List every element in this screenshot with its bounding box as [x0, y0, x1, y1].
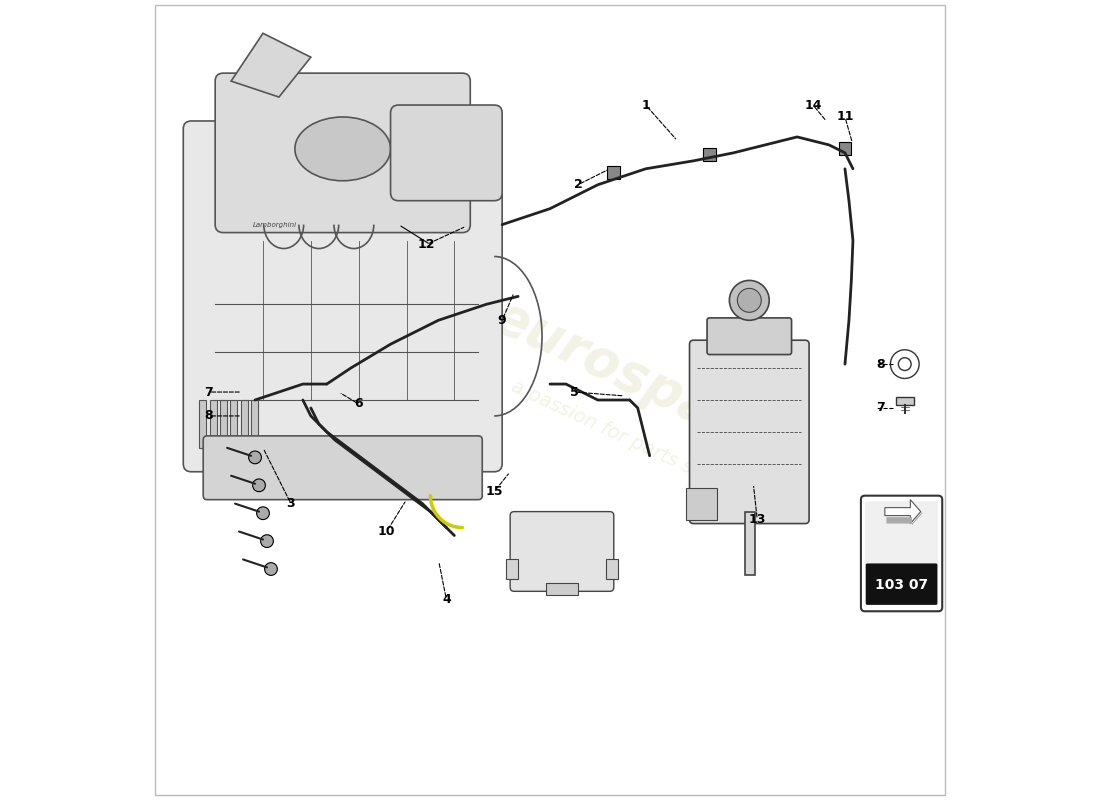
- Text: 10: 10: [377, 525, 395, 538]
- Ellipse shape: [295, 117, 390, 181]
- Circle shape: [265, 562, 277, 575]
- Text: Lamborghini: Lamborghini: [253, 222, 297, 228]
- Text: 7: 7: [205, 386, 213, 398]
- Text: 15: 15: [485, 485, 503, 498]
- FancyBboxPatch shape: [861, 496, 943, 611]
- Text: 103 07: 103 07: [874, 578, 928, 592]
- Bar: [703, 148, 716, 161]
- Text: 1: 1: [641, 98, 650, 111]
- Circle shape: [729, 281, 769, 320]
- Text: 2: 2: [573, 178, 582, 191]
- Polygon shape: [884, 500, 921, 523]
- Bar: [838, 142, 851, 155]
- Text: a passion for parts since 1985: a passion for parts since 1985: [508, 377, 783, 518]
- Polygon shape: [231, 34, 311, 97]
- Text: 12: 12: [418, 238, 436, 251]
- Text: 7: 7: [876, 402, 884, 414]
- Circle shape: [253, 479, 265, 492]
- Bar: [896, 397, 913, 405]
- Text: 5: 5: [570, 386, 579, 398]
- FancyBboxPatch shape: [865, 502, 938, 566]
- Bar: [251, 400, 258, 448]
- Text: 8: 8: [877, 358, 884, 370]
- Bar: [241, 400, 248, 448]
- Bar: [210, 400, 217, 448]
- Bar: [606, 559, 618, 579]
- Circle shape: [256, 507, 270, 519]
- FancyBboxPatch shape: [510, 512, 614, 591]
- FancyBboxPatch shape: [216, 73, 471, 233]
- Text: 13: 13: [749, 513, 766, 526]
- Bar: [685, 488, 717, 519]
- FancyBboxPatch shape: [690, 340, 810, 523]
- FancyBboxPatch shape: [866, 563, 937, 605]
- Text: 9: 9: [498, 314, 506, 326]
- Circle shape: [249, 451, 262, 464]
- Polygon shape: [887, 512, 922, 525]
- Bar: [220, 400, 227, 448]
- Bar: [607, 166, 620, 179]
- Text: 6: 6: [354, 398, 363, 410]
- Text: 3: 3: [287, 497, 295, 510]
- FancyBboxPatch shape: [184, 121, 503, 472]
- Text: 8: 8: [205, 410, 213, 422]
- Text: 14: 14: [804, 98, 822, 111]
- FancyBboxPatch shape: [707, 318, 792, 354]
- Circle shape: [737, 288, 761, 312]
- Text: 4: 4: [442, 593, 451, 606]
- Circle shape: [261, 534, 274, 547]
- Bar: [546, 583, 578, 595]
- FancyBboxPatch shape: [204, 436, 482, 500]
- Bar: [199, 400, 207, 448]
- Bar: [506, 559, 518, 579]
- FancyBboxPatch shape: [390, 105, 503, 201]
- Bar: [746, 512, 755, 575]
- Text: 11: 11: [836, 110, 854, 123]
- Text: eurospares: eurospares: [484, 290, 807, 478]
- Bar: [230, 400, 238, 448]
